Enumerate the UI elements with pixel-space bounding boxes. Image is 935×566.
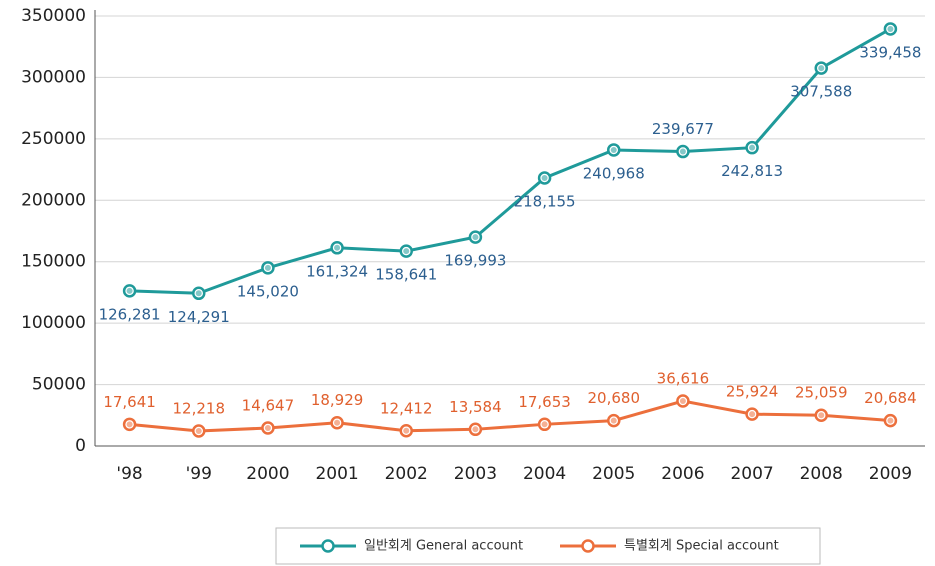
data-label: 20,684 <box>864 389 917 407</box>
marker-core <box>818 412 825 419</box>
y-tick-label: 100000 <box>21 313 86 333</box>
marker-core <box>818 65 825 72</box>
marker-core <box>264 264 271 271</box>
marker-core <box>749 411 756 418</box>
data-label: 25,059 <box>795 384 848 402</box>
marker-core <box>126 421 133 428</box>
data-label: 20,680 <box>588 389 641 407</box>
y-tick-label: 250000 <box>21 129 86 149</box>
marker-core <box>334 419 341 426</box>
x-tick-label: '99 <box>186 464 212 484</box>
x-tick-label: 2009 <box>869 464 912 484</box>
marker-core <box>610 146 617 153</box>
marker-core <box>887 25 894 32</box>
y-tick-label: 200000 <box>21 190 86 210</box>
data-label: 239,677 <box>652 120 714 138</box>
marker-core <box>541 174 548 181</box>
x-tick-label: 2001 <box>315 464 358 484</box>
data-label: 240,968 <box>583 164 645 182</box>
marker-core <box>334 244 341 251</box>
data-label: 126,281 <box>99 305 161 323</box>
data-label: 12,218 <box>173 399 226 417</box>
data-label: 307,588 <box>790 83 852 101</box>
marker-core <box>195 290 202 297</box>
y-tick-label: 50000 <box>32 375 86 395</box>
data-label: 17,641 <box>103 393 156 411</box>
x-tick-label: 2007 <box>730 464 773 484</box>
series-line <box>129 399 891 433</box>
marker-core <box>541 421 548 428</box>
x-tick-label: 2008 <box>800 464 843 484</box>
legend-box <box>275 527 821 565</box>
legend-marker <box>581 539 595 553</box>
marker-core <box>679 148 686 155</box>
data-label: 12,412 <box>380 399 433 417</box>
data-label: 161,324 <box>306 262 368 280</box>
marker-core <box>472 234 479 241</box>
legend-label: 특별회계 Special account <box>624 539 779 554</box>
y-tick-label: 0 <box>75 436 86 456</box>
marker-core <box>887 417 894 424</box>
marker-core <box>126 287 133 294</box>
data-label: 13,584 <box>449 398 502 416</box>
data-label: 25,924 <box>726 383 779 401</box>
data-label: 14,647 <box>242 397 295 415</box>
x-tick-label: 2002 <box>385 464 428 484</box>
marker-core <box>195 427 202 434</box>
series-line <box>129 27 892 295</box>
data-label: 158,641 <box>375 266 437 284</box>
y-tick-label: 350000 <box>21 6 86 26</box>
y-tick-label: 150000 <box>21 252 86 272</box>
marker-core <box>264 425 271 432</box>
marker-core <box>403 248 410 255</box>
marker-core <box>403 427 410 434</box>
data-label: 242,813 <box>721 162 783 180</box>
data-label: 169,993 <box>444 252 506 270</box>
marker-core <box>472 426 479 433</box>
x-tick-label: 2003 <box>454 464 497 484</box>
data-label: 339,458 <box>859 43 921 61</box>
legend-label: 일반회계 General account <box>364 539 523 554</box>
data-label: 218,155 <box>514 192 576 210</box>
marker-core <box>610 417 617 424</box>
marker-core <box>749 144 756 151</box>
data-label: 17,653 <box>518 393 571 411</box>
data-label: 124,291 <box>168 308 230 326</box>
y-tick-label: 300000 <box>21 67 86 87</box>
marker-core <box>679 398 686 405</box>
data-label: 145,020 <box>237 282 299 300</box>
x-tick-label: 2004 <box>523 464 566 484</box>
x-tick-label: 2006 <box>661 464 704 484</box>
data-label: 18,929 <box>311 391 364 409</box>
data-label: 36,616 <box>657 370 710 388</box>
legend-marker <box>321 539 335 553</box>
x-tick-label: 2000 <box>246 464 289 484</box>
x-tick-label: '98 <box>116 464 142 484</box>
x-tick-label: 2005 <box>592 464 635 484</box>
